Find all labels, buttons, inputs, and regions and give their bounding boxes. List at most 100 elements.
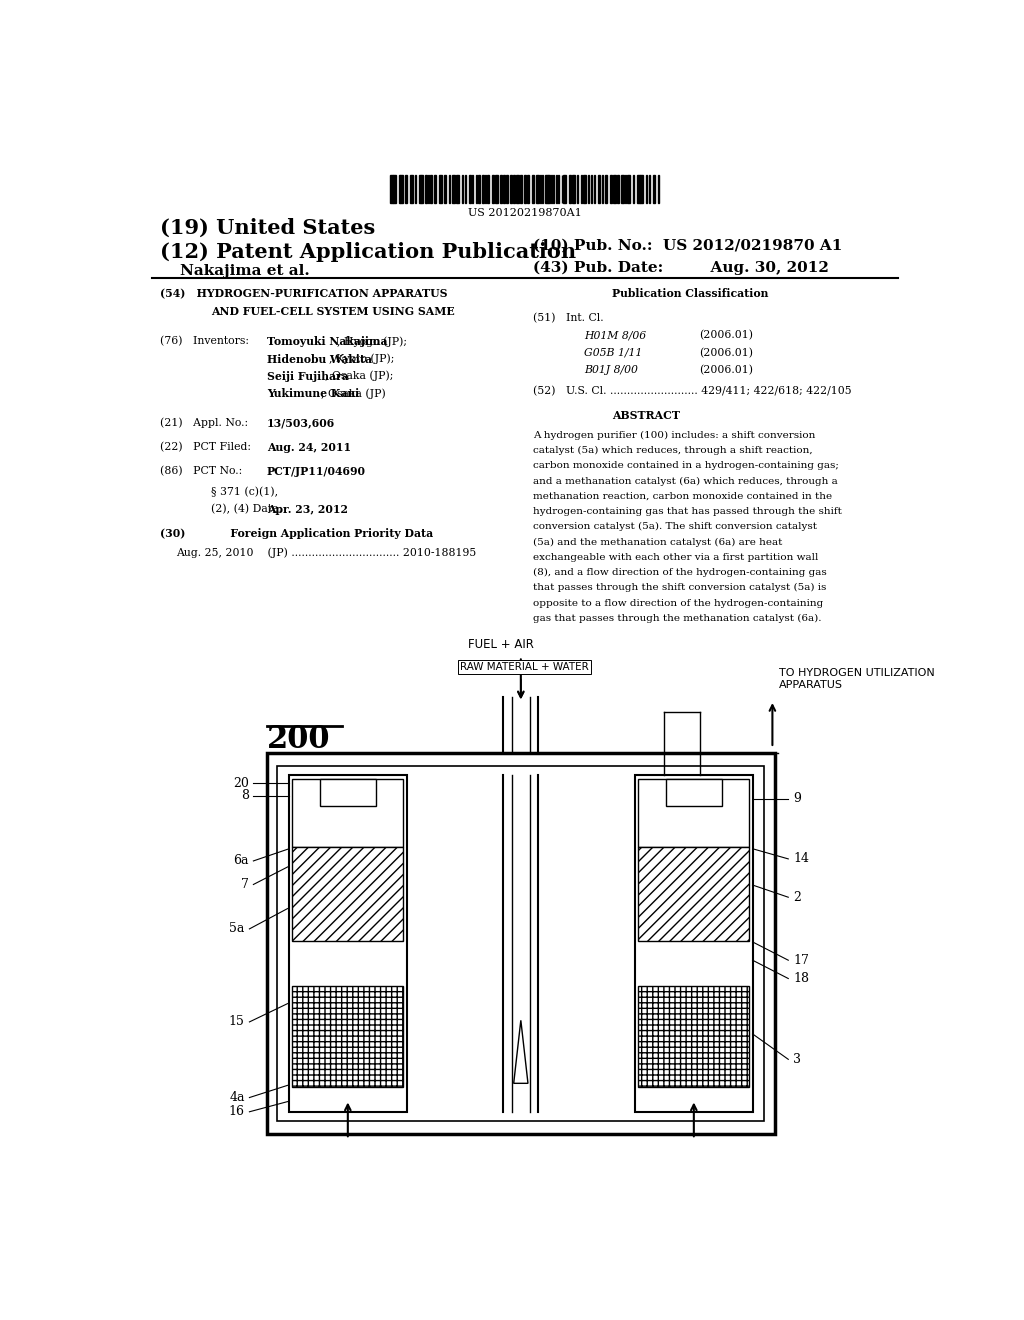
- Bar: [568, 174, 571, 203]
- Bar: [501, 174, 502, 203]
- Bar: [404, 174, 408, 203]
- Text: (2006.01): (2006.01): [699, 347, 754, 358]
- Text: (51)   Int. Cl.: (51) Int. Cl.: [532, 313, 603, 323]
- Bar: [510, 174, 512, 203]
- Text: (22)   PCT Filed:: (22) PCT Filed:: [160, 442, 251, 453]
- Bar: [457, 174, 459, 203]
- Text: (76)   Inventors:: (76) Inventors:: [160, 337, 249, 347]
- Bar: [476, 174, 477, 203]
- Text: PCT/JP11/04690: PCT/JP11/04690: [267, 466, 366, 478]
- Text: catalyst (5a) which reduces, through a shift reaction,: catalyst (5a) which reduces, through a s…: [532, 446, 812, 455]
- Bar: [666, 779, 722, 805]
- Text: 17: 17: [793, 954, 809, 966]
- Bar: [640, 174, 643, 203]
- Bar: [638, 846, 750, 941]
- Bar: [484, 174, 486, 203]
- Bar: [513, 174, 515, 203]
- Text: (2), (4) Date:: (2), (4) Date:: [211, 504, 283, 515]
- Text: and a methanation catalyst (6a) which reduces, through a: and a methanation catalyst (6a) which re…: [532, 477, 838, 486]
- Text: , Kyoto (JP);: , Kyoto (JP);: [329, 354, 394, 364]
- Bar: [549, 174, 550, 203]
- Polygon shape: [514, 1020, 528, 1084]
- Text: § 371 (c)(1),: § 371 (c)(1),: [211, 487, 279, 498]
- Bar: [430, 174, 432, 203]
- Text: US 20120219870A1: US 20120219870A1: [468, 209, 582, 218]
- Bar: [390, 174, 392, 203]
- Text: (8), and a flow direction of the hydrogen-containing gas: (8), and a flow direction of the hydroge…: [532, 568, 826, 577]
- Bar: [520, 174, 522, 203]
- Text: Seiji Fujihara: Seiji Fujihara: [267, 371, 348, 381]
- Text: A hydrogen purifier (100) includes: a shift conversion: A hydrogen purifier (100) includes: a sh…: [532, 430, 815, 440]
- Text: 2: 2: [793, 891, 801, 904]
- Bar: [267, 752, 775, 1134]
- Bar: [503, 174, 505, 203]
- Bar: [638, 779, 750, 846]
- Bar: [628, 174, 630, 203]
- Text: RAW MATERIAL + WATER: RAW MATERIAL + WATER: [461, 661, 589, 672]
- Bar: [516, 174, 519, 203]
- Bar: [598, 174, 600, 203]
- Bar: [289, 775, 407, 1111]
- Bar: [572, 174, 574, 203]
- Text: (86)   PCT No.:: (86) PCT No.:: [160, 466, 242, 477]
- Text: 20: 20: [232, 777, 249, 789]
- Bar: [637, 174, 640, 203]
- Text: exchangeable with each other via a first partition wall: exchangeable with each other via a first…: [532, 553, 818, 562]
- Text: conversion catalyst (5a). The shift conversion catalyst: conversion catalyst (5a). The shift conv…: [532, 523, 817, 532]
- Bar: [633, 174, 634, 203]
- Text: Aug. 24, 2011: Aug. 24, 2011: [267, 442, 351, 453]
- Bar: [292, 846, 403, 941]
- Text: Hidenobu Wakita: Hidenobu Wakita: [267, 354, 372, 364]
- Text: Nakajima et al.: Nakajima et al.: [179, 264, 309, 279]
- Text: G05B 1/11: G05B 1/11: [585, 347, 643, 358]
- Bar: [638, 986, 750, 1088]
- Text: (5a) and the methanation catalyst (6a) are heat: (5a) and the methanation catalyst (6a) a…: [532, 537, 782, 546]
- Bar: [646, 174, 647, 203]
- Bar: [393, 174, 396, 203]
- Text: hydrogen-containing gas that has passed through the shift: hydrogen-containing gas that has passed …: [532, 507, 842, 516]
- Text: , Hyogo (JP);: , Hyogo (JP);: [337, 337, 407, 347]
- Text: (54)   HYDROGEN-PURIFICATION APPARATUS: (54) HYDROGEN-PURIFICATION APPARATUS: [160, 289, 447, 300]
- Bar: [492, 174, 495, 203]
- Text: (2006.01): (2006.01): [699, 330, 754, 341]
- Text: Aug. 25, 2010    (JP) ................................ 2010-188195: Aug. 25, 2010 (JP) .....................…: [176, 548, 476, 558]
- Text: 8: 8: [241, 789, 249, 803]
- Bar: [584, 174, 586, 203]
- Bar: [622, 174, 624, 203]
- Bar: [563, 174, 566, 203]
- Bar: [422, 174, 423, 203]
- Bar: [635, 775, 753, 1111]
- Bar: [319, 779, 376, 805]
- Bar: [613, 174, 615, 203]
- Text: (21)   Appl. No.:: (21) Appl. No.:: [160, 417, 248, 428]
- Text: that passes through the shift conversion catalyst (5a) is: that passes through the shift conversion…: [532, 583, 826, 593]
- Text: (10) Pub. No.:  US 2012/0219870 A1: (10) Pub. No.: US 2012/0219870 A1: [532, 239, 842, 252]
- Text: Publication Classification: Publication Classification: [612, 289, 768, 300]
- Bar: [527, 174, 529, 203]
- Bar: [444, 174, 446, 203]
- Text: 6a: 6a: [233, 854, 249, 867]
- Bar: [524, 174, 525, 203]
- Text: (43) Pub. Date:         Aug. 30, 2012: (43) Pub. Date: Aug. 30, 2012: [532, 261, 828, 276]
- Text: 14: 14: [793, 853, 809, 866]
- Text: (2006.01): (2006.01): [699, 364, 754, 375]
- Text: opposite to a flow direction of the hydrogen-containing: opposite to a flow direction of the hydr…: [532, 598, 823, 607]
- Bar: [616, 174, 620, 203]
- Text: ABSTRACT: ABSTRACT: [612, 411, 680, 421]
- Bar: [452, 174, 455, 203]
- Text: H01M 8/06: H01M 8/06: [585, 330, 646, 341]
- Text: 3: 3: [793, 1053, 801, 1065]
- Bar: [292, 986, 403, 1088]
- Bar: [495, 174, 498, 203]
- Bar: [531, 174, 535, 203]
- Bar: [439, 174, 441, 203]
- Text: FUEL + AIR: FUEL + AIR: [468, 639, 534, 651]
- Text: Apr. 23, 2012: Apr. 23, 2012: [267, 504, 348, 515]
- Bar: [419, 174, 421, 203]
- Text: carbon monoxide contained in a hydrogen-containing gas;: carbon monoxide contained in a hydrogen-…: [532, 461, 839, 470]
- Bar: [482, 174, 483, 203]
- Text: 7: 7: [241, 878, 249, 891]
- Text: (12) Patent Application Publication: (12) Patent Application Publication: [160, 242, 575, 261]
- Text: 9: 9: [793, 792, 801, 805]
- Bar: [469, 174, 471, 203]
